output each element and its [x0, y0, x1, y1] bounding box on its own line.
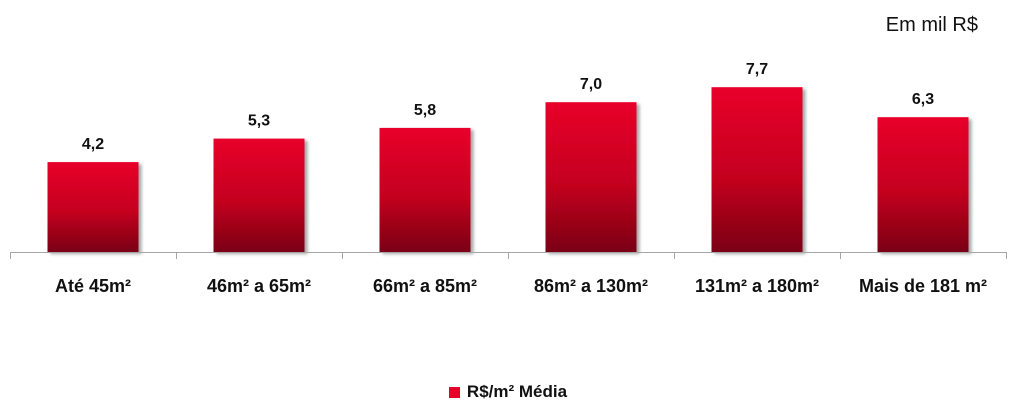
bar	[877, 117, 969, 252]
legend: R$/m² Média	[0, 382, 1016, 402]
data-label: 4,2	[82, 136, 104, 153]
x-tick-label: 131m² a 180m²	[695, 276, 819, 296]
x-tick-label: 66m² a 85m²	[373, 276, 477, 296]
bar	[545, 102, 637, 252]
x-tick-label: Mais de 181 m²	[859, 276, 987, 296]
legend-swatch	[448, 386, 460, 398]
unit-note: Em mil R$	[885, 14, 978, 36]
x-axis: Até 45m² 46m² a 65m² 66m² a 85m² 86m² a 130…	[10, 252, 1007, 296]
data-label: 7,7	[746, 61, 768, 78]
data-label: 6,3	[912, 91, 934, 108]
data-label: 5,8	[414, 102, 436, 119]
x-tick-label: 86m² a 130m²	[534, 276, 648, 296]
bar	[711, 87, 803, 252]
data-label: 7,0	[580, 76, 602, 93]
x-tick-label: Até 45m²	[55, 276, 131, 296]
bar	[47, 162, 139, 252]
bar	[213, 138, 305, 252]
legend-label: R$/m² Média	[466, 382, 568, 401]
data-label: 5,3	[248, 113, 270, 130]
x-tick-label: 46m² a 65m²	[207, 276, 311, 296]
bars	[47, 87, 969, 252]
data-labels: 4,2 5,3 5,8 7,0 7,7 6,3	[82, 61, 934, 153]
bar	[379, 127, 471, 252]
